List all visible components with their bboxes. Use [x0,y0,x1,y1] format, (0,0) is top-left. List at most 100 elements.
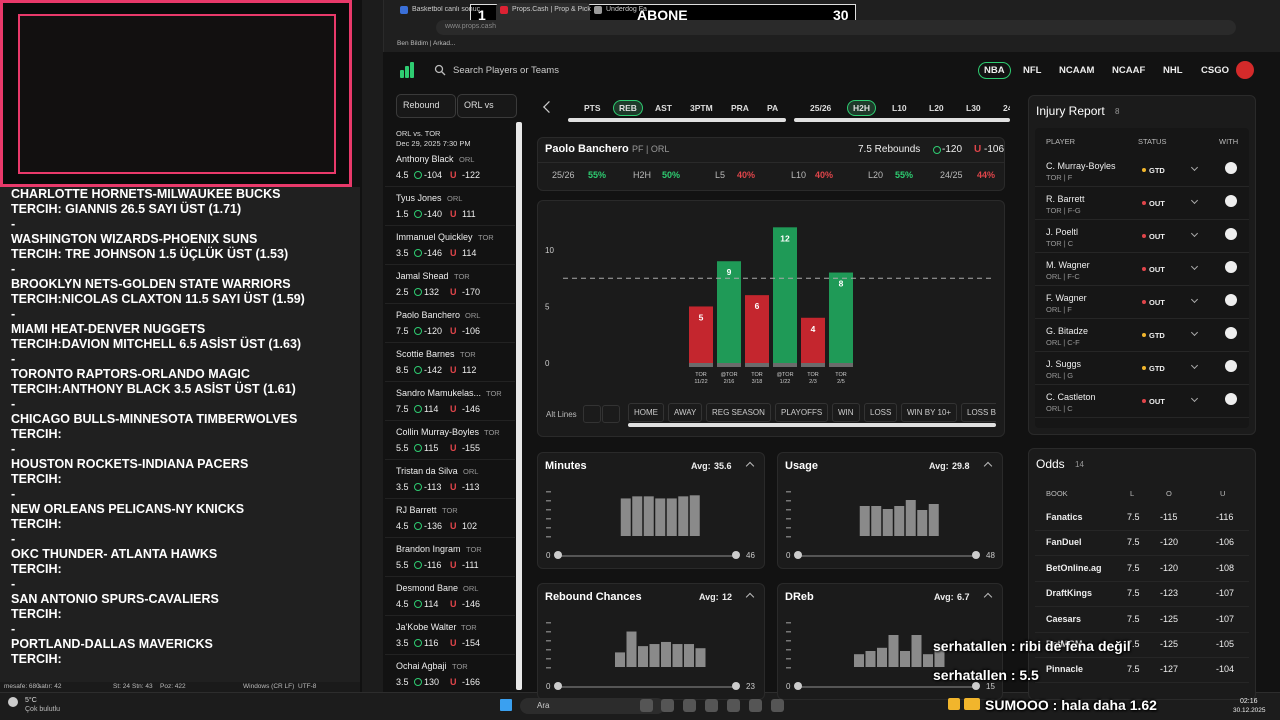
bookmark[interactable]: Ben Bildim | Arkad... [397,40,456,47]
add-button[interactable] [1225,162,1237,174]
player-under: -111 [462,560,479,570]
slider-handle[interactable] [972,551,980,559]
add-button[interactable] [1225,228,1237,240]
taskbar-app[interactable] [749,699,762,712]
tab[interactable]: L30 [966,103,981,113]
tab[interactable]: L10 [892,103,907,113]
browser-tab[interactable]: Props.Cash | Prop & Pick [512,6,591,13]
filter-button[interactable]: LOSS [864,403,898,422]
league-tab[interactable]: NCAAM [1059,65,1095,76]
panel-chevron[interactable] [745,592,755,602]
filter-button[interactable]: AWAY [668,403,703,422]
tab[interactable]: PRA [731,103,749,113]
slider-handle[interactable] [794,682,802,690]
taskbar-app[interactable] [771,699,784,712]
slider-handle[interactable] [732,551,740,559]
player-item[interactable]: Collin Murray-Boyles TOR 5.5 115 U -155 [385,421,515,460]
alt-down[interactable] [602,405,620,423]
filter-button[interactable]: LOSS BY 10 [961,403,996,422]
player-item[interactable]: Brandon Ingram TOR 5.5 -116 U -111 [385,538,515,577]
injury-name: R. Barrett [1046,194,1085,204]
player-item[interactable]: Ja'Kobe Walter TOR 3.5 116 U -154 [385,616,515,655]
tab[interactable]: 25/26 [810,103,832,113]
player-item[interactable]: Ochai Agbaji TOR 3.5 130 U -166 [385,655,515,690]
select-box[interactable] [396,94,456,118]
player-item[interactable]: Immanuel Quickley TOR 3.5 -146 U 114 [385,226,515,265]
tab[interactable]: H2H [847,100,877,116]
address-url[interactable]: www.props.cash [445,23,496,30]
browser-tab[interactable]: Underdog Fa [606,6,647,13]
chart-box: 0 5 10 5 TOR 11/22 9 @TOR 2/16 6 TOR 3/18 12 @TOR 1/22… [537,200,1005,437]
taskbar-app[interactable] [727,699,740,712]
browser-tab[interactable]: Basketbol canlı sonuç [412,6,481,13]
league-tab[interactable]: CSGO [1201,65,1229,76]
filter-button[interactable]: REG SEASON [706,403,771,422]
slider-track [558,686,736,688]
filter-button[interactable]: WIN [832,403,860,422]
player-item[interactable]: Jamal Shead TOR 2.5 132 U -170 [385,265,515,304]
tab[interactable]: 24/25 [1003,103,1010,113]
column-header: PLAYER [1046,137,1076,146]
league-tab[interactable]: NBA [978,62,1011,79]
add-button[interactable] [1225,360,1237,372]
tab[interactable]: REB [613,100,643,116]
league-tab[interactable]: NCAAF [1112,65,1146,76]
select-box[interactable] [457,94,517,118]
taskbar-app[interactable] [640,699,653,712]
player-item[interactable]: RJ Barrett TOR 4.5 -136 U 102 [385,499,515,538]
tab[interactable]: PTS [584,103,601,113]
odds-cell: -115 [1160,512,1178,522]
add-button[interactable] [1225,327,1237,339]
filter-button[interactable]: HOME [628,403,664,422]
filter-scrollbar [628,423,996,427]
search-handle [441,71,446,76]
taskbar-search[interactable] [520,698,665,714]
player-team: TOR [460,350,476,359]
x-tick-label: TOR [751,372,763,378]
add-button[interactable] [1225,393,1237,405]
panel-chevron[interactable] [745,461,755,471]
tab[interactable]: L20 [929,103,944,113]
slider-handle[interactable] [972,682,980,690]
player-item[interactable]: Tristan da Silva ORL 3.5 -113 U -113 [385,460,515,499]
slider-handle[interactable] [794,551,802,559]
slider-handle[interactable] [732,682,740,690]
mini-axis-tick [546,658,551,660]
tab[interactable]: AST [655,103,672,113]
player-over: 130 [424,677,440,687]
taskbar-app[interactable] [661,699,674,712]
panel-chevron[interactable] [983,592,993,602]
player-item[interactable]: Desmond Bane ORL 4.5 114 U -146 [385,577,515,616]
filter-button[interactable]: WIN BY 10+ [901,403,958,422]
panel-chevron[interactable] [983,461,993,471]
odds-cell: 7.5 [1127,613,1140,624]
add-button[interactable] [1225,294,1237,306]
player-item[interactable]: Paolo Banchero ORL 7.5 -120 U -106 [385,304,515,343]
player-item[interactable]: Sandro Mamukelas... TOR 7.5 114 U -146 [385,382,515,421]
tab[interactable]: PA [767,103,779,113]
tab[interactable]: 3PTM [690,103,713,113]
filter-button[interactable]: PLAYOFFS [775,403,829,422]
player-item[interactable]: Scottie Barnes TOR 8.5 -142 U 112 [385,343,515,382]
league-tab[interactable]: NFL [1023,65,1042,76]
slider-handle[interactable] [554,551,562,559]
player-item[interactable]: Anthony Black ORL 4.5 -104 U -122 [385,150,515,187]
mini-axis-tick [546,631,551,633]
status-dot [1142,366,1146,370]
notepad-line: WASHINGTON WIZARDS-PHOENIX SUNS [11,232,258,246]
mini-bar [911,635,922,667]
panel-avg: 12 [722,592,733,602]
slider-handle[interactable] [554,682,562,690]
league-tab[interactable]: NHL [1163,65,1183,76]
alt-up[interactable] [583,405,601,423]
mini-bar [615,652,625,667]
notepad-line: TERCIH: TRE JOHNSON 1.5 ÜÇLÜK ÜST (1.53) [11,247,289,261]
add-button[interactable] [1225,261,1237,273]
player-item[interactable]: Tyus Jones ORL 1.5 -140 U 111 [385,187,515,226]
x-tick-label: 2/3 [809,379,817,385]
add-button[interactable] [1225,195,1237,207]
taskbar-app[interactable] [705,699,718,712]
taskbar-app[interactable] [683,699,696,712]
search-input[interactable]: Search Players or Teams [453,65,559,76]
start-button[interactable] [500,699,512,711]
